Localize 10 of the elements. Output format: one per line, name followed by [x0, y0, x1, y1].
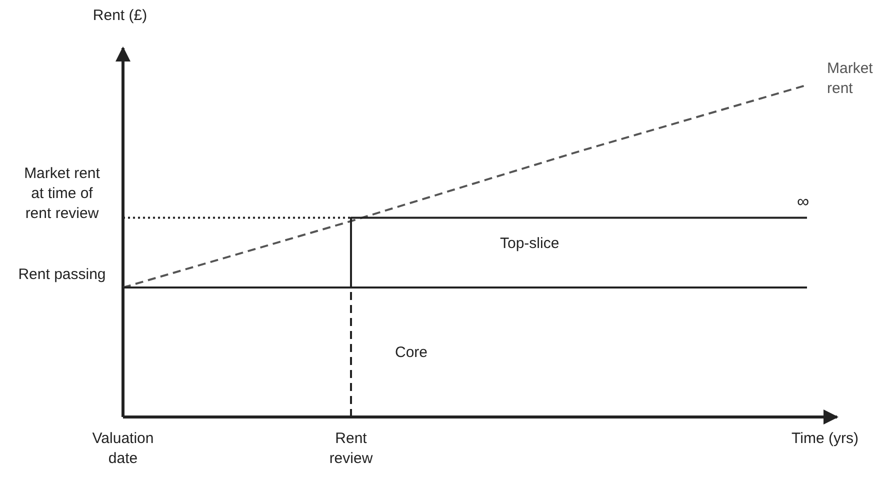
x-tick-label: Valuation date: [92, 430, 154, 467]
x-axis-title: Time (yrs): [792, 430, 858, 447]
annotation: Top-slice: [500, 235, 560, 252]
text: Market rent at time of rent review: [24, 165, 101, 222]
x-tick-label: Rent review: [329, 430, 373, 467]
text: Rent passing: [18, 266, 106, 283]
series-label: Market rent: [827, 60, 874, 97]
annotation: ∞: [797, 192, 810, 211]
annotation: Core: [395, 344, 428, 361]
y-axis-title: Rent (£): [92, 7, 148, 24]
